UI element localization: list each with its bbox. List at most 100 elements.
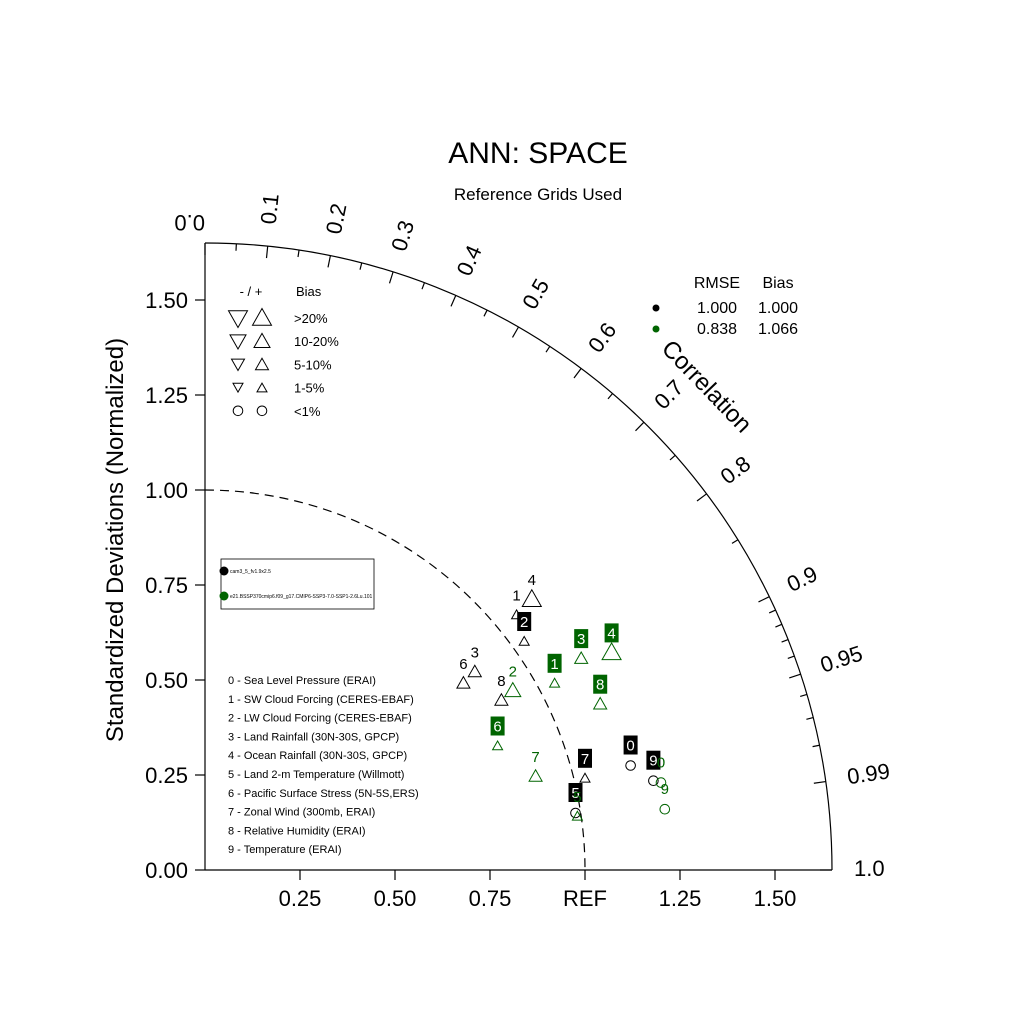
- variable-list-item: 5 - Land 2-m Temperature (Willmott): [228, 769, 404, 781]
- bias-legend-marker-minus: [227, 310, 249, 329]
- data-point-label: 2: [509, 663, 517, 680]
- correlation-minor-tick: [607, 393, 614, 400]
- data-point-marker: [491, 739, 504, 751]
- data-point: 9: [659, 781, 671, 815]
- case-legend-box: [220, 558, 375, 610]
- stats-bias: 1.000: [758, 300, 798, 317]
- data-point: 0: [623, 735, 638, 771]
- x-tick-label: REF: [563, 886, 607, 911]
- correlation-minor-tick: [775, 623, 783, 628]
- correlation-minor-tick: [545, 346, 551, 353]
- chart-title: ANN: SPACE: [448, 137, 628, 170]
- variable-list-item: 0 - Sea Level Pressure (ERAI): [228, 675, 376, 687]
- data-point-label-box: [604, 623, 619, 643]
- correlation-tick: [388, 271, 394, 284]
- correlation-tick: [635, 421, 645, 432]
- bias-legend-header: Bias: [296, 284, 322, 299]
- correlation-tick-label: 0.95: [817, 640, 865, 677]
- bias-legend-marker-plus: [254, 357, 270, 371]
- variable-list-item: 2 - LW Cloud Forcing (CERES-EBAF): [228, 713, 412, 725]
- data-point: 3: [573, 629, 589, 664]
- correlation-minor-tick: [806, 716, 814, 720]
- data-point-marker: [494, 692, 509, 706]
- correlation-tick: [573, 368, 582, 379]
- variable-list-item: 6 - Pacific Surface Stress (5N-5S,ERS): [228, 788, 419, 800]
- data-point-label-box: [490, 716, 505, 736]
- bias-legend-marker-minus: [229, 334, 247, 351]
- data-point: 6: [490, 716, 505, 751]
- data-point-label: 5: [573, 789, 581, 806]
- y-tick-label: 0.50: [145, 668, 188, 693]
- data-point: 4: [601, 623, 622, 661]
- data-point-label: 2: [520, 614, 528, 631]
- data-point: 7: [578, 748, 592, 783]
- data-point: 5: [571, 789, 584, 821]
- bias-legend-label: 10-20%: [294, 334, 339, 349]
- stats-header-rmse: RMSE: [694, 275, 740, 292]
- correlation-tick: [758, 596, 770, 603]
- data-point: 2: [503, 663, 522, 698]
- data-point-label-box: [568, 783, 583, 802]
- data-point: 4: [521, 572, 543, 607]
- bias-legend-marker-plus: [256, 382, 268, 393]
- correlation-tick-label: 0.0: [174, 210, 205, 235]
- x-tick-label: 0.25: [279, 886, 322, 911]
- data-point-marker: [548, 677, 561, 688]
- correlation-tick: [813, 780, 826, 784]
- data-point-label: 7: [531, 749, 539, 766]
- correlation-tick-label: 0.9: [783, 561, 821, 597]
- bias-legend-marker-minus: [232, 382, 244, 394]
- data-point-label: 4: [607, 625, 615, 642]
- correlation-tick-label: 1.0: [854, 856, 885, 881]
- correlation-minor-tick: [483, 309, 488, 317]
- correlation-tick-label: 0.6: [583, 318, 621, 357]
- data-point-marker: [579, 772, 591, 783]
- correlation-tick-label: 0.8: [716, 451, 755, 489]
- correlation-tick: [511, 326, 520, 338]
- data-point-label: 1: [512, 587, 520, 604]
- y-tick-label: 0.75: [145, 573, 188, 598]
- data-point-label: 8: [596, 677, 604, 694]
- data-point-label-box: [517, 612, 532, 631]
- correlation-tick-label: 0.4: [452, 241, 487, 279]
- correlation-minor-tick: [731, 539, 739, 544]
- data-point-marker: [570, 807, 581, 819]
- variable-list-item: 4 - Ocean Rainfall (30N-30S, GPCP): [228, 750, 407, 762]
- data-point-label: 6: [459, 656, 467, 673]
- data-point: 0: [655, 755, 667, 788]
- data-point-marker: [467, 664, 483, 678]
- data-point-marker: [571, 810, 584, 821]
- data-point-marker: [573, 650, 589, 664]
- data-point-marker: [503, 681, 522, 698]
- y-tick-label: 0.00: [145, 858, 188, 883]
- data-point-label: 8: [497, 673, 505, 690]
- bias-legend-marker-plus: [251, 307, 273, 326]
- bias-legend-marker-plus: [253, 332, 271, 348]
- correlation-arc: [204, 242, 833, 871]
- variable-list-item: 1 - SW Cloud Forcing (CERES-EBAF): [228, 694, 414, 706]
- variable-list-item: 9 - Temperature (ERAI): [228, 844, 342, 856]
- correlation-tick: [696, 493, 707, 502]
- data-point-label: 0: [626, 738, 634, 755]
- case-legend-dot: [219, 591, 229, 601]
- x-tick-label: 0.75: [469, 886, 512, 911]
- data-point-label: 1: [550, 656, 558, 673]
- case-legend-dot: [219, 566, 229, 576]
- correlation-minor-tick: [359, 262, 363, 270]
- stats-bias: 1.066: [758, 321, 798, 338]
- variable-list-item: 7 - Zonal Wind (300mb, ERAI): [228, 807, 375, 819]
- correlation-tick-label: 0.3: [386, 217, 419, 254]
- case-legend-label: cam3_5_fv1.9x2.5: [230, 569, 271, 575]
- data-point-label: 6: [493, 719, 501, 736]
- data-point: 8: [494, 673, 509, 706]
- y-tick-label: 1.50: [145, 288, 188, 313]
- data-point: 1: [547, 653, 562, 688]
- correlation-tick-label: 0.99: [846, 758, 892, 789]
- data-point: 7: [528, 749, 543, 782]
- data-point: 3: [467, 644, 483, 678]
- stats-header-bias: Bias: [762, 275, 793, 292]
- variable-list: 0 - Sea Level Pressure (ERAI) 1 - SW Clou…: [228, 675, 419, 856]
- correlation-tick: [789, 673, 801, 679]
